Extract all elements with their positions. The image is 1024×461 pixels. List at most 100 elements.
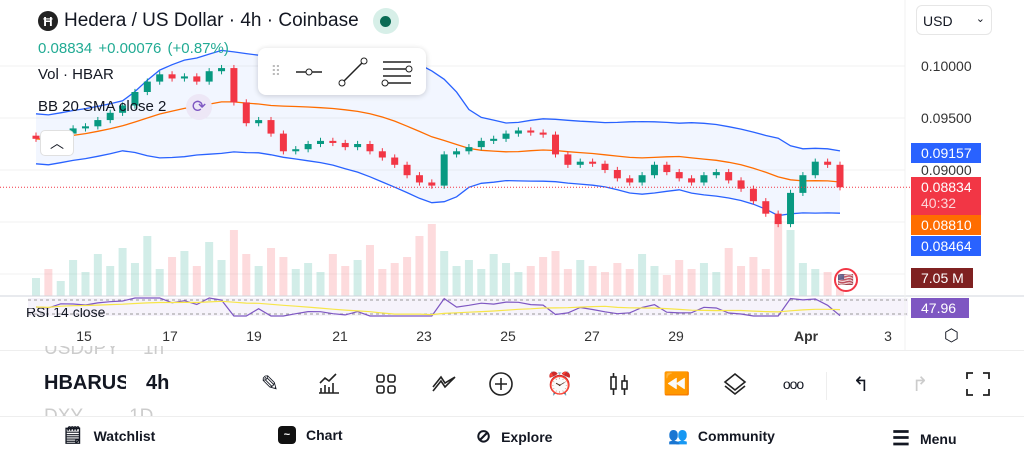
layers-icon[interactable] (720, 368, 750, 400)
nav-label: Community (697, 428, 775, 444)
compass-icon: ⊘ (476, 426, 492, 446)
candle-body (564, 154, 572, 165)
time-tick: 29 (668, 328, 684, 344)
candle-body (316, 140, 324, 144)
volume-bar (229, 230, 238, 296)
bb-indicator-label[interactable]: BB 20 SMA close 2 (38, 98, 167, 115)
candle-body (725, 172, 733, 181)
candle-body (131, 92, 139, 106)
volume-bar (279, 257, 288, 296)
volume-bar (341, 266, 350, 296)
currency-select[interactable]: USD ⌄ (916, 5, 992, 35)
volume-bar (724, 248, 733, 296)
volume-indicator-label[interactable]: Vol · HBAR (38, 66, 114, 83)
volume-bar (168, 257, 177, 296)
volume-bar (811, 269, 820, 296)
price-label: 0.09500 (921, 110, 972, 126)
candle-body (490, 138, 498, 141)
trend-line-icon[interactable] (338, 57, 368, 87)
alarm-clock-icon[interactable]: ⏰ (546, 371, 574, 396)
patterns-icon[interactable] (429, 368, 459, 400)
nav-chart[interactable]: ~ Chart (278, 426, 343, 444)
more-options-icon[interactable]: ooo (782, 376, 804, 392)
candle-body (366, 144, 374, 152)
candle-body (774, 213, 782, 225)
candle-body (737, 180, 745, 189)
settings-hexagon-icon[interactable]: ⬡ (944, 326, 959, 345)
fib-retracement-icon[interactable] (381, 57, 413, 87)
nav-explore[interactable]: ⊘ Explore (476, 426, 552, 447)
volume-bar (56, 281, 65, 296)
watchlist-current[interactable]: HBARUSD 4h (44, 372, 244, 395)
volume-bar (440, 251, 449, 296)
volume-bar (291, 269, 300, 296)
current-price: 0.08834 (921, 179, 972, 195)
candle-body (824, 161, 832, 165)
us-flag-event-icon[interactable]: 🇺🇸 (834, 268, 858, 292)
draw-pencil-icon[interactable]: ✎ (260, 371, 280, 396)
indicators-icon[interactable] (313, 368, 343, 400)
volume-bar (192, 266, 201, 296)
candle-body (749, 188, 757, 202)
current-tf: 4h (146, 372, 170, 394)
volume-tag: 7.05 M (911, 268, 973, 288)
candle-body (168, 74, 176, 79)
horizontal-ray-icon[interactable] (294, 62, 324, 82)
nav-menu[interactable]: ☰ Menu (892, 426, 957, 451)
nav-watchlist[interactable]: 🗒 Watchlist (62, 426, 155, 446)
divider (0, 416, 1024, 417)
replay-rewind-icon[interactable]: ⏪ (663, 371, 691, 396)
nav-label: Explore (501, 428, 553, 445)
volume-bar (761, 269, 770, 296)
redo-icon[interactable]: ↱ (911, 373, 929, 396)
rsi-ma-line (35, 300, 841, 316)
time-tick: 25 (500, 328, 516, 344)
watchlist-icon: 🗒 (62, 426, 84, 445)
refresh-icon[interactable]: ⟳ (186, 94, 212, 120)
symbol-title: Hedera / US Dollar · 4h · Coinbase (64, 10, 359, 31)
candles-icon[interactable] (604, 368, 634, 400)
chevron-down-icon: ⌄ (975, 13, 985, 25)
candle-body (218, 68, 226, 72)
volume-bar (563, 269, 572, 296)
volume-bar (613, 263, 622, 296)
volume-bar (69, 260, 78, 296)
layout-grid-icon[interactable] (371, 368, 401, 400)
volume-bar (118, 248, 127, 296)
rsi-band (28, 298, 908, 316)
drag-handle-icon[interactable]: ⠿ (270, 63, 281, 79)
nav-community[interactable]: 👥 Community (668, 426, 775, 446)
watchlist-prev[interactable]: USDJPY 1h (44, 346, 164, 360)
candle-body (650, 164, 658, 176)
community-icon: 👥 (668, 428, 688, 445)
undo-icon[interactable]: ↰ (852, 373, 870, 396)
candle-body (576, 161, 584, 165)
nav-label: Menu (919, 430, 957, 447)
volume-bar (712, 272, 721, 296)
volume-bar (130, 263, 139, 296)
market-status-icon[interactable] (372, 8, 399, 34)
fullscreen-icon[interactable] (963, 368, 993, 400)
last-price: 0.08834 (38, 40, 93, 57)
candle-body (403, 164, 411, 176)
volume-bar (774, 221, 783, 296)
candle-body (552, 134, 560, 155)
volume-bar (304, 263, 313, 296)
candle-body (205, 71, 213, 82)
volume-bar (180, 251, 189, 296)
collapse-legend-button[interactable]: ︿ (40, 130, 74, 156)
candle-body (440, 154, 448, 186)
watchlist-next[interactable]: DXY 1D (44, 402, 153, 416)
volume-bar (378, 269, 387, 296)
candle-body (712, 172, 720, 176)
symbol-header[interactable]: Ħ Hedera / US Dollar · 4h · Coinbase (38, 8, 399, 34)
volume-bar (477, 269, 486, 296)
rsi-indicator-label[interactable]: RSI 14 close (26, 308, 106, 320)
candle-body (638, 175, 646, 183)
time-tick: 17 (162, 328, 178, 344)
volume-bar (32, 278, 40, 296)
volume-bar (254, 266, 263, 296)
quote-line: 0.08834 +0.00076 (+0.87%) (38, 40, 229, 57)
add-plus-circle-icon[interactable] (486, 368, 516, 400)
